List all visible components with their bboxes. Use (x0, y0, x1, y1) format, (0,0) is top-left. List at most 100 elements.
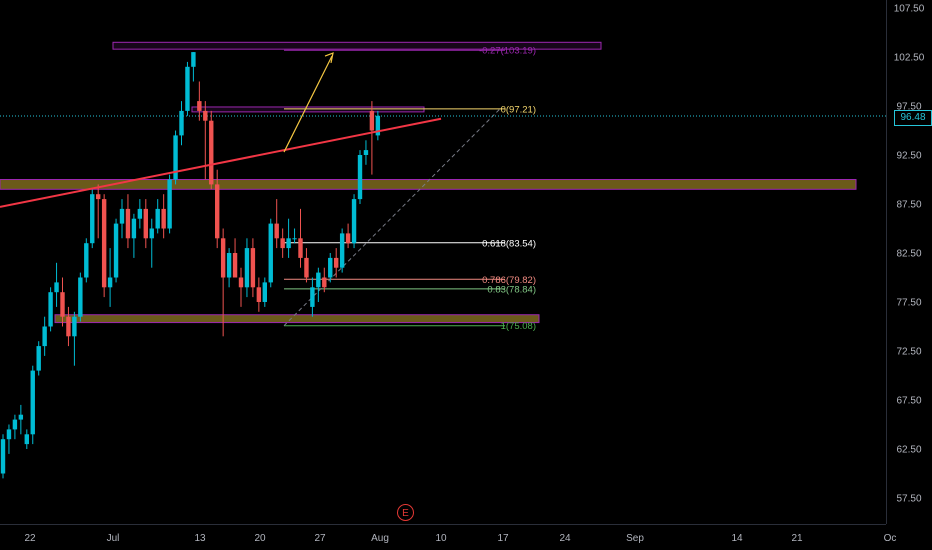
candle-body (48, 292, 53, 327)
candle-body (316, 272, 321, 288)
support-zone (54, 314, 540, 324)
y-tick-label: 87.50 (896, 200, 921, 211)
candle-body (298, 238, 303, 258)
candle-body (339, 233, 345, 268)
y-tick-label: 82.50 (896, 249, 921, 260)
projection-arrowhead (324, 52, 334, 63)
candle-body (119, 208, 125, 224)
x-tick-label: 20 (254, 533, 266, 544)
candle-body (96, 194, 101, 200)
x-tick-label: 13 (194, 533, 206, 544)
candle-body (161, 208, 166, 229)
candle-body (375, 115, 381, 136)
y-tick-label: 57.50 (896, 494, 921, 505)
candle-body (351, 199, 357, 244)
fib-level-label: 1(75.08) (501, 321, 536, 332)
y-tick-label: 92.50 (896, 151, 921, 162)
x-tick-label: 14 (731, 533, 743, 544)
candle-body (84, 243, 89, 278)
x-tick-label: Oc (884, 533, 897, 544)
candle-body (310, 287, 315, 307)
candle-body (30, 370, 35, 435)
y-tick-label: 97.50 (896, 102, 921, 113)
candle-body (304, 257, 309, 278)
candle-body (191, 52, 196, 67)
candle-body (18, 414, 24, 420)
x-tick-label: 10 (435, 533, 447, 544)
candle-body (238, 277, 244, 288)
trendline (0, 117, 442, 208)
fib-level-label: 0.83(78.84) (487, 284, 536, 295)
earnings-event-marker[interactable]: E (397, 504, 414, 521)
candle-body (60, 292, 65, 317)
candle-body (262, 282, 267, 302)
candle-body (42, 326, 47, 347)
candle-body (143, 208, 148, 239)
candle-body (155, 208, 160, 229)
candle-body (369, 110, 375, 131)
candle-body (322, 277, 327, 288)
x-tick-label: 17 (497, 533, 509, 544)
candle-body (286, 238, 291, 249)
candle-body (197, 101, 202, 111)
candle-body (12, 419, 18, 430)
candle-body (268, 223, 273, 283)
x-tick-label: 22 (24, 533, 36, 544)
candle-body (125, 208, 131, 239)
candle-body (6, 429, 12, 440)
resistance-zone (0, 179, 857, 190)
candle-body (78, 277, 83, 317)
x-tick-label: 24 (559, 533, 571, 544)
candle-body (101, 199, 107, 288)
candle-body (244, 248, 250, 288)
candle-body (203, 110, 208, 121)
y-tick-label: 72.50 (896, 347, 921, 358)
x-tick-label: Jul (107, 533, 120, 544)
candle-body (292, 238, 297, 240)
fib-level-label: 0.786(79.82) (482, 275, 536, 286)
candle-body (54, 282, 59, 293)
x-tick-label: 27 (314, 533, 326, 544)
candle-body (274, 223, 279, 239)
candle-body (90, 194, 95, 244)
candle-body (113, 223, 119, 278)
candle-body (173, 135, 178, 180)
candle-body (149, 228, 154, 239)
candle-body (280, 238, 285, 249)
fib-level-label: 0(97.21) (501, 104, 536, 115)
candle-body (179, 110, 184, 136)
candle-body (256, 287, 262, 302)
candle-body (167, 179, 172, 229)
candle-body (137, 208, 143, 219)
candle-body (0, 439, 6, 474)
candle-body (232, 253, 238, 278)
fib-diagonal (283, 108, 501, 327)
candle-body (357, 155, 363, 200)
y-tick-label: 107.50 (894, 4, 925, 15)
candle-body (334, 257, 339, 268)
candle-body (250, 248, 256, 288)
candle-body (345, 233, 351, 244)
candle-body (209, 120, 214, 185)
candle-body (72, 316, 77, 337)
x-tick-label: Aug (371, 533, 389, 544)
candle-body (226, 253, 232, 278)
candle-body (66, 316, 71, 337)
candle-body (328, 257, 333, 278)
y-tick-label: 102.50 (894, 53, 925, 64)
y-tick-label: 77.50 (896, 298, 921, 309)
candle-body (185, 66, 190, 111)
time-axis-separator (0, 524, 886, 525)
candle-body (107, 277, 113, 288)
fib-level-label: 0.618(83.54) (482, 238, 536, 249)
candle-body (131, 218, 137, 239)
candle-body (24, 434, 29, 445)
top-zone (191, 106, 425, 113)
target-zone (112, 41, 602, 50)
price-axis-separator (886, 0, 887, 524)
x-tick-label: 21 (791, 533, 803, 544)
x-tick-label: Sep (626, 533, 644, 544)
projection-arrow (283, 55, 333, 153)
candle-body (363, 150, 369, 155)
